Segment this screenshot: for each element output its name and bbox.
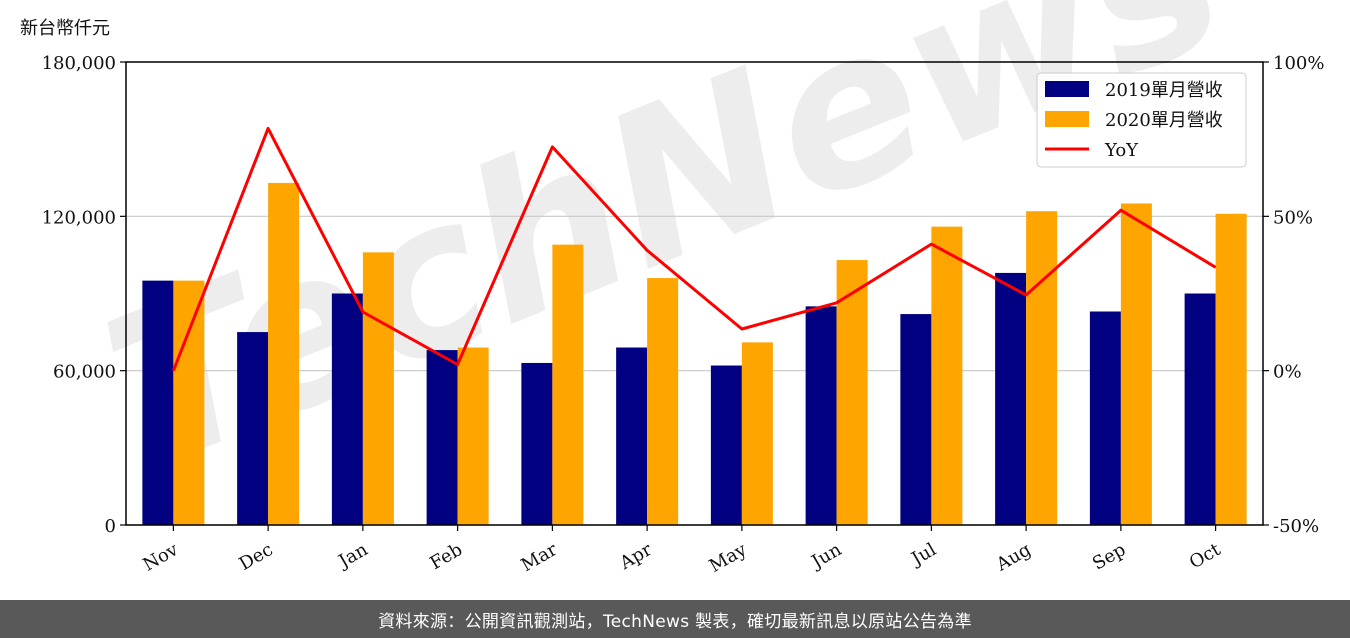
x-tick-label: Oct xyxy=(1186,539,1225,574)
x-tick-label: Feb xyxy=(426,539,466,574)
left-tick-label: 120,000 xyxy=(42,207,116,228)
left-tick-label: 0 xyxy=(105,516,116,537)
bar-2020-oct xyxy=(1215,213,1247,525)
bar-2019-nov xyxy=(142,280,174,525)
bar-2020-jun xyxy=(836,260,868,525)
x-tick-label: Jul xyxy=(906,539,940,571)
left-tick-label: 180,000 xyxy=(42,53,116,74)
right-tick-label: 0% xyxy=(1273,362,1302,383)
bar-2019-aug xyxy=(995,272,1027,525)
bar-2019-feb xyxy=(426,350,458,525)
right-tick-label: 50% xyxy=(1273,207,1313,228)
bars xyxy=(142,182,1247,525)
bar-2020-may xyxy=(741,342,773,525)
x-tick-label: Jan xyxy=(334,539,372,573)
bar-2019-jul xyxy=(900,314,932,525)
axes xyxy=(125,61,1264,526)
bar-2019-dec xyxy=(237,332,269,525)
bar-2019-jan xyxy=(331,293,363,525)
legend-label-2: YoY xyxy=(1104,140,1139,161)
bar-2019-apr xyxy=(616,347,648,525)
bar-2020-feb xyxy=(457,347,489,525)
left-tick-label: 60,000 xyxy=(53,362,116,383)
legend-box xyxy=(1036,72,1247,168)
x-tick-label: Aug xyxy=(992,539,1035,576)
bar-2020-jan xyxy=(362,252,394,525)
bar-2019-may xyxy=(710,365,742,525)
bar-2019-sep xyxy=(1089,311,1121,525)
x-tick-label: Jun xyxy=(807,539,846,574)
plot-frame xyxy=(125,61,1264,526)
x-axis-ticks: Nov Dec Jan Feb Mar Apr May Jun Jul Aug Sep Oct xyxy=(140,525,1225,577)
x-tick-label: Dec xyxy=(236,539,277,575)
bar-2020-nov xyxy=(173,280,205,525)
legend-label-1: 2020單月營收 xyxy=(1105,110,1223,131)
bar-2020-aug xyxy=(1026,211,1058,525)
bar-2020-apr xyxy=(647,278,679,525)
x-tick-label: Nov xyxy=(140,539,183,576)
right-tick-label: -50% xyxy=(1273,516,1319,537)
source-footer: 資料來源：公開資訊觀測站，TechNews 製表，確切最新訊息以原站公告為準 xyxy=(0,600,1350,638)
x-tick-label: Mar xyxy=(518,539,562,576)
bar-2019-oct xyxy=(1184,293,1216,525)
bar-2020-mar xyxy=(552,244,584,525)
x-tick-label: Sep xyxy=(1089,539,1129,574)
right-tick-label: 100% xyxy=(1273,53,1324,74)
bar-2020-jul xyxy=(931,226,963,525)
yoy-line-series xyxy=(172,126,1217,372)
right-axis-ticks: -50% 0% 50% 100% xyxy=(1263,53,1324,537)
y-unit-label: 新台幣仟元 xyxy=(20,18,110,39)
legend: 2019單月營收 2020單月營收 YoY xyxy=(1036,72,1247,168)
x-tick-label: Apr xyxy=(616,539,656,574)
legend-swatch-1 xyxy=(1045,111,1089,127)
bar-2019-mar xyxy=(521,362,553,525)
x-tick-label: May xyxy=(706,539,751,577)
bar-2020-dec xyxy=(268,182,300,525)
legend-swatch-0 xyxy=(1045,81,1089,97)
left-axis-ticks: 0 60,000 120,000 180,000 xyxy=(42,53,126,537)
bar-2019-jun xyxy=(805,306,837,525)
yoy-line xyxy=(172,126,1217,372)
bar-2020-sep xyxy=(1120,203,1152,525)
legend-label-0: 2019單月營收 xyxy=(1105,80,1223,101)
